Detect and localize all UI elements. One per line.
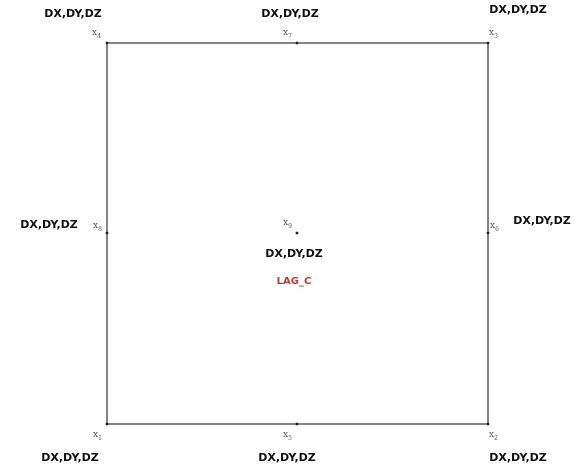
node-dot-8 xyxy=(105,231,109,235)
node-dot-1 xyxy=(105,422,109,426)
node-label-2: x2 xyxy=(489,430,498,442)
node-dot-3 xyxy=(486,41,490,45)
node-dot-7 xyxy=(295,41,299,45)
node-label-6: x6 xyxy=(490,221,499,233)
dof-label-6: DX,DY,DZ xyxy=(513,214,571,227)
node-label-5: x5 xyxy=(283,430,292,442)
dof-label-9: DX,DY,DZ xyxy=(265,247,323,260)
node-dot-4 xyxy=(105,41,109,45)
dof-label-1: DX,DY,DZ xyxy=(41,451,99,464)
dof-label-8: DX,DY,DZ xyxy=(20,218,78,231)
dof-label-7: DX,DY,DZ xyxy=(261,7,319,20)
dof-label-5: DX,DY,DZ xyxy=(258,451,316,464)
element-label: LAG_C xyxy=(277,276,312,287)
dof-label-2: DX,DY,DZ xyxy=(489,451,547,464)
node-label-9: x9 xyxy=(283,218,292,230)
node-dot-9 xyxy=(295,231,299,235)
node-dot-5 xyxy=(295,422,299,426)
dof-label-4: DX,DY,DZ xyxy=(44,7,102,20)
node-label-8: x8 xyxy=(93,221,102,233)
node-label-3: x3 xyxy=(489,28,498,40)
dof-label-3: DX,DY,DZ xyxy=(489,3,547,16)
node-label-4: x4 xyxy=(92,28,101,40)
node-label-7: x7 xyxy=(283,28,292,40)
node-dot-2 xyxy=(486,422,490,426)
node-dot-6 xyxy=(486,231,490,235)
node-label-1: x1 xyxy=(93,430,102,442)
